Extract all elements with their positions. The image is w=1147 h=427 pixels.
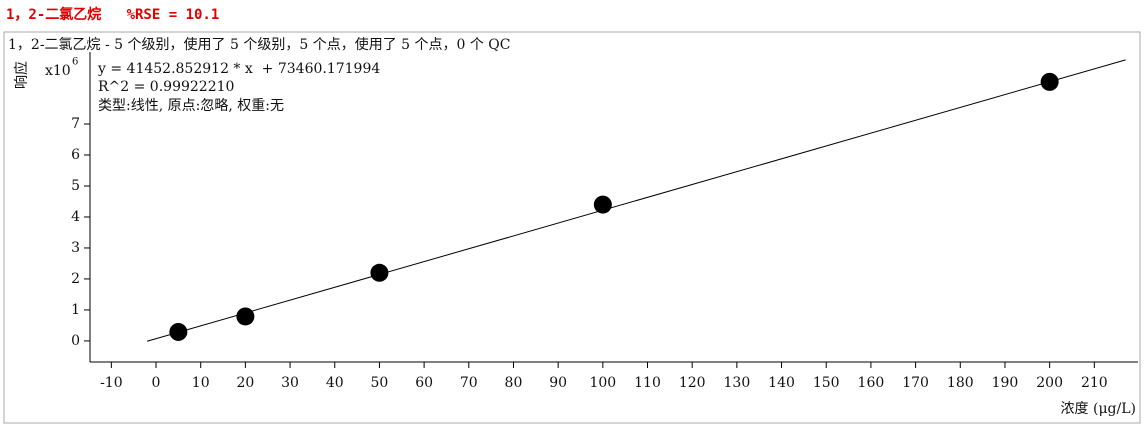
data-point bbox=[169, 322, 188, 341]
x-tick-label: 60 bbox=[415, 375, 433, 391]
x-tick-label: 50 bbox=[371, 375, 389, 391]
annotation: R^2 = 0.99922210 bbox=[98, 79, 234, 95]
x-tick-label: 70 bbox=[460, 375, 478, 391]
x-tick-label: -10 bbox=[100, 375, 123, 391]
data-point bbox=[370, 263, 389, 282]
y-tick-label: 2 bbox=[71, 271, 80, 287]
x-tick-label: 40 bbox=[326, 375, 344, 391]
x-tick-label: 190 bbox=[992, 375, 1019, 391]
x-tick-label: 0 bbox=[152, 375, 161, 391]
x-tick-label: 110 bbox=[634, 375, 661, 391]
y-tick-label: 0 bbox=[71, 333, 80, 349]
x-tick-label: 90 bbox=[549, 375, 567, 391]
x-tick-label: 160 bbox=[858, 375, 885, 391]
x-tick-label: 100 bbox=[589, 375, 616, 391]
y-tick-label: 7 bbox=[71, 116, 80, 132]
x-tick-label: 150 bbox=[813, 375, 840, 391]
x-tick-label: 180 bbox=[947, 375, 974, 391]
chart-title: 1，2-二氯乙烷 %RSE = 10.1 bbox=[6, 6, 219, 23]
y-axis-label: 响应 bbox=[13, 61, 30, 89]
fit-line bbox=[146, 59, 1126, 342]
x-tick-label: 120 bbox=[679, 375, 706, 391]
y-tick-label: 3 bbox=[71, 240, 80, 256]
x-tick-label: 10 bbox=[192, 375, 210, 391]
data-point bbox=[593, 195, 612, 214]
annotation: y = 41452.852912 * x + 73460.171994 bbox=[97, 61, 380, 77]
annotation: 类型:线性, 原点:忽略, 权重:无 bbox=[98, 98, 284, 114]
data-point bbox=[1040, 72, 1059, 91]
y-tick-label: 1 bbox=[71, 302, 80, 318]
subtitle: 1，2-二氯乙烷 - 5 个级别，使用了 5 个级别，5 个点，使用了 5 个点… bbox=[8, 36, 511, 53]
frame bbox=[3, 31, 1141, 424]
x-tick-label: 80 bbox=[505, 375, 523, 391]
x-tick-label: 140 bbox=[768, 375, 795, 391]
x-tick-label: 170 bbox=[902, 375, 929, 391]
y-tick-label: 6 bbox=[71, 147, 80, 163]
x-tick-label: 200 bbox=[1036, 375, 1063, 391]
x-tick-label: 30 bbox=[281, 375, 299, 391]
data-point bbox=[236, 307, 255, 326]
y-multiplier: x10 bbox=[45, 63, 71, 79]
x-tick-label: 210 bbox=[1081, 375, 1108, 391]
x-tick-label: 130 bbox=[724, 375, 751, 391]
y-exponent: 6 bbox=[72, 57, 78, 68]
y-tick-label: 4 bbox=[71, 209, 80, 225]
x-tick-label: 20 bbox=[236, 375, 254, 391]
x-axis-label: 浓度 (μg/L) bbox=[1061, 401, 1136, 417]
y-tick-label: 5 bbox=[71, 178, 80, 194]
